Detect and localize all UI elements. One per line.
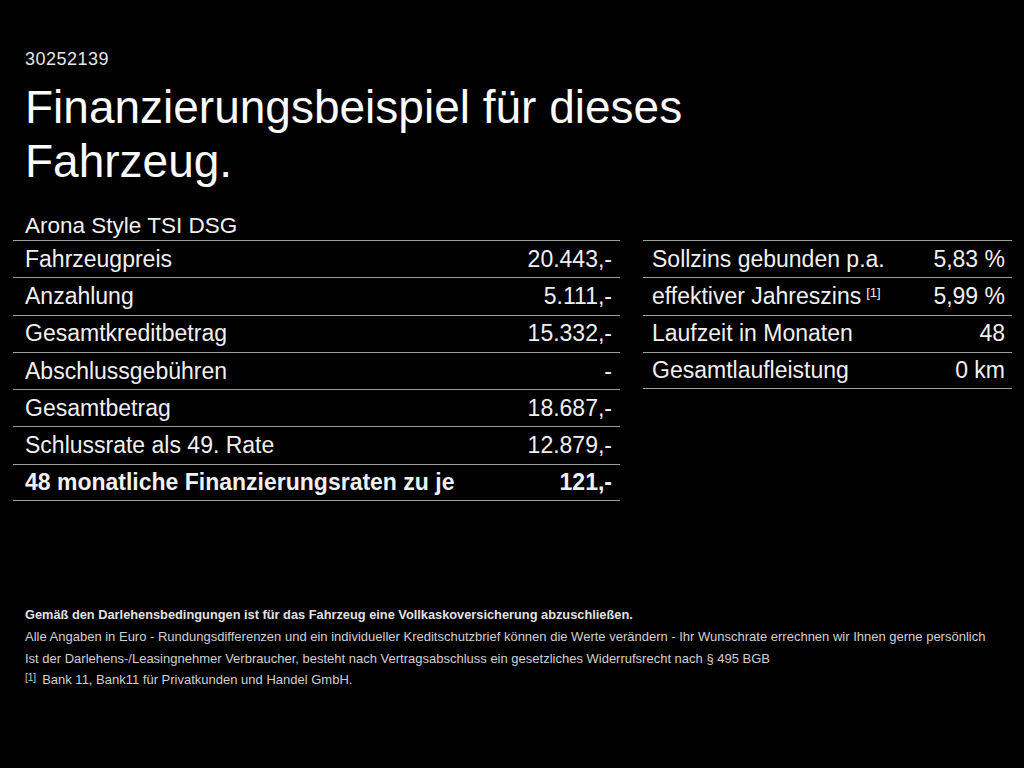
table-row: Fahrzeugpreis 20.443,- xyxy=(13,240,620,277)
row-value: 48 xyxy=(979,320,1005,347)
footnote-bank: [1]Bank 11, Bank11 für Privatkunden und … xyxy=(25,672,352,687)
row-label: effektiver Jahreszins[1] xyxy=(652,283,881,310)
row-label: Gesamtbetrag xyxy=(25,395,171,422)
row-value: 5,83 % xyxy=(933,246,1005,273)
table-row: Gesamtkreditbetrag 15.332,- xyxy=(13,315,620,352)
table-row: Schlussrate als 49. Rate 12.879,- xyxy=(13,426,620,463)
row-label: Laufzeit in Monaten xyxy=(652,320,853,347)
row-label: Anzahlung xyxy=(25,283,134,310)
table-row: Abschlussgebühren - xyxy=(13,352,620,389)
vehicle-model: Arona Style TSI DSG xyxy=(25,213,237,239)
row-value: 18.687,- xyxy=(528,395,612,422)
page-title: Finanzierungsbeispiel für dieses Fahrzeu… xyxy=(25,80,745,188)
table-row: Laufzeit in Monaten 48 xyxy=(643,315,1012,352)
row-value: 12.879,- xyxy=(528,432,612,459)
disclaimer-insurance: Gemäß den Darlehensbedingungen ist für d… xyxy=(25,607,633,622)
financing-table: Fahrzeugpreis 20.443,- Anzahlung 5.111,-… xyxy=(13,240,620,501)
row-label: Sollzins gebunden p.a. xyxy=(652,246,885,273)
table-row: Sollzins gebunden p.a. 5,83 % xyxy=(643,240,1012,277)
table-row: Gesamtlaufleistung 0 km xyxy=(643,352,1012,389)
row-value: 15.332,- xyxy=(528,320,612,347)
table-row: effektiver Jahreszins[1] 5,99 % xyxy=(643,277,1012,314)
row-value: 121,- xyxy=(560,469,612,496)
row-value: - xyxy=(604,358,612,385)
table-row: Anzahlung 5.111,- xyxy=(13,277,620,314)
row-label: 48 monatliche Finanzierungsraten zu je xyxy=(25,469,454,496)
row-label: Fahrzeugpreis xyxy=(25,246,172,273)
row-label: Schlussrate als 49. Rate xyxy=(25,432,274,459)
row-value: 0 km xyxy=(955,357,1005,384)
row-value: 20.443,- xyxy=(528,246,612,273)
rates-table: Sollzins gebunden p.a. 5,83 % effektiver… xyxy=(643,240,1012,389)
footnote-ref: [1] xyxy=(866,285,880,300)
disclaimer-withdrawal: Ist der Darlehens-/Leasingnehmer Verbrau… xyxy=(25,651,770,666)
row-label: Gesamtlaufleistung xyxy=(652,357,849,384)
disclaimer-general: Alle Angaben in Euro - Rundungsdifferenz… xyxy=(25,629,985,644)
footnote-marker: [1] xyxy=(25,672,36,683)
vehicle-id: 30252139 xyxy=(25,49,109,70)
row-value: 5.111,- xyxy=(544,283,612,310)
row-label: Gesamtkreditbetrag xyxy=(25,320,227,347)
table-row: Gesamtbetrag 18.687,- xyxy=(13,389,620,426)
table-row-monthly-rate: 48 monatliche Finanzierungsraten zu je 1… xyxy=(13,464,620,501)
row-value: 5,99 % xyxy=(933,283,1005,310)
row-label: Abschlussgebühren xyxy=(25,358,227,385)
